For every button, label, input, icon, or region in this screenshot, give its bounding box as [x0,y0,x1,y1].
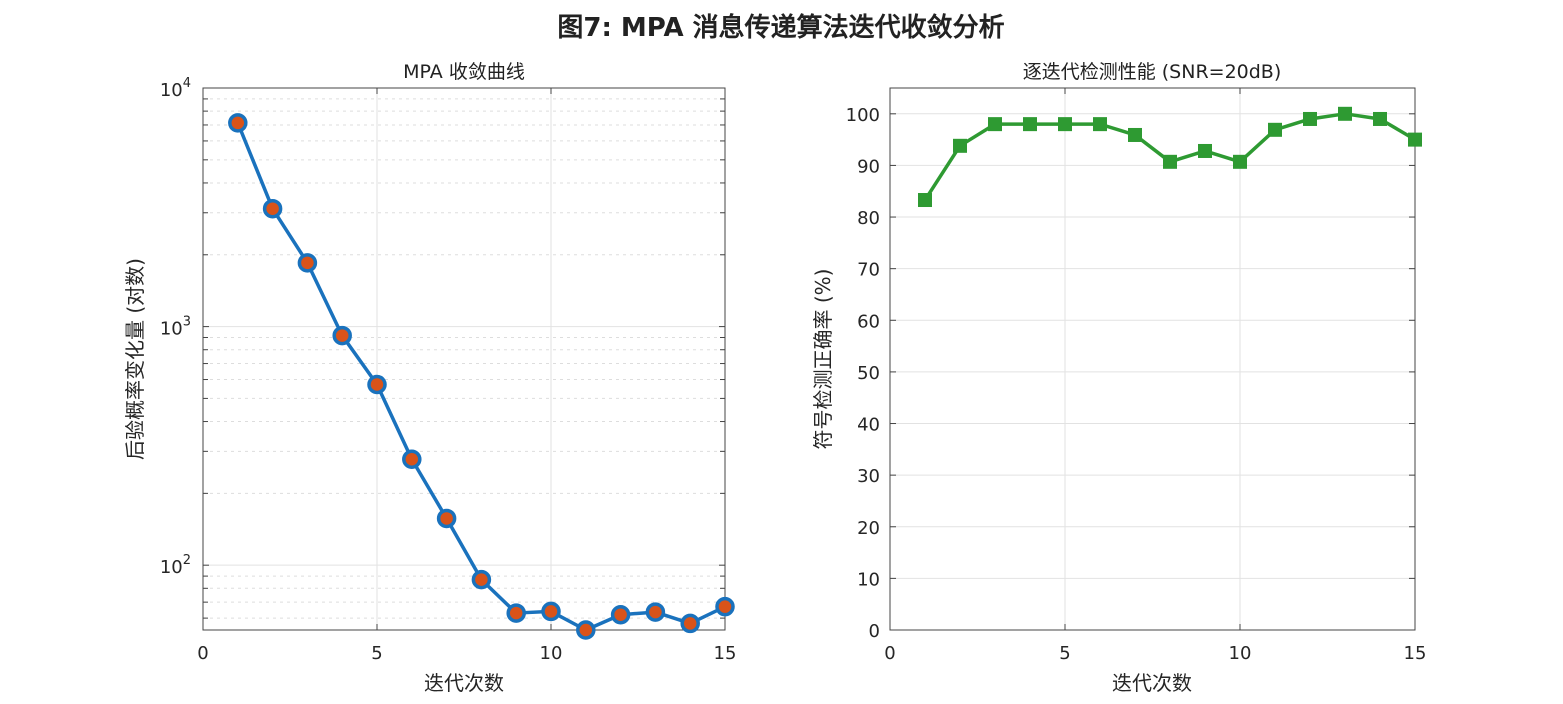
data-point [918,193,932,208]
left-plot: 0 5 10 15 102 103 104 [160,76,737,664]
x-tick-label: 15 [714,643,737,664]
data-point [610,604,631,625]
right-plot: 0 5 10 15 0 10 20 30 40 50 60 70 80 90 100 [846,87,1427,664]
data-point [1338,106,1352,121]
plot-area [890,88,1415,630]
x-tick-label: 10 [1229,643,1252,664]
data-point [715,596,735,617]
x-tick-label: 15 [1404,643,1427,664]
y-tick-label: 104 [160,76,191,101]
data-point [262,198,283,219]
y-tick-label: 70 [857,260,880,281]
data-point [1198,143,1212,158]
data-point [645,602,666,622]
y-tick-label: 100 [846,105,880,126]
data-point [1233,154,1247,169]
x-tick-label: 5 [371,643,382,664]
axes-frame [889,87,1416,631]
right-y-label: 符号检测正确率 (%) [811,269,835,450]
right-chart-title: 逐迭代检测性能 (SNR=20dB) [1023,61,1282,83]
right-x-label: 迭代次数 [1112,671,1192,695]
figure-title: 图7: MPA 消息传递算法迭代收敛分析 [557,12,1004,43]
x-tick-label: 0 [884,643,895,664]
y-tick-label: 0 [869,621,880,642]
data-point [1268,122,1282,137]
y-tick-label: 80 [857,208,880,229]
data-point [1303,111,1317,126]
data-point [506,603,526,623]
data-point [1023,117,1037,132]
data-point [228,113,248,133]
data-point [367,374,387,395]
data-point [988,117,1002,132]
y-tick-label: 60 [857,311,880,332]
y-tick-label: 10 [857,569,880,590]
data-point [1093,117,1107,132]
left-x-label: 迭代次数 [424,671,504,695]
y-tick-label: 40 [857,415,880,436]
y-tick-label: 102 [160,553,191,578]
data-point [1128,127,1142,142]
axes-frame [202,87,726,631]
y-tick-label: 90 [857,156,880,177]
y-tick-label: 50 [857,363,880,384]
x-tick-label: 5 [1059,643,1070,664]
data-point [332,325,352,346]
data-point [576,620,596,640]
y-tick-label: 103 [160,315,191,340]
data-point [436,508,457,529]
y-tick-label: 20 [857,518,880,539]
data-point [402,449,422,469]
data-point [680,613,700,634]
x-tick-label: 10 [540,643,563,664]
data-point [471,569,492,590]
data-point [953,138,967,153]
left-chart-title: MPA 收敛曲线 [403,61,525,83]
left-y-label: 后验概率变化量 (对数) [123,258,147,460]
data-point [541,601,561,622]
x-tick-label: 0 [197,643,208,664]
data-point [1408,132,1422,147]
data-point [1373,111,1387,126]
data-point [1163,154,1177,169]
data-point [1058,117,1072,132]
data-point [297,253,318,273]
plot-area [203,88,725,630]
y-tick-label: 30 [857,466,880,487]
